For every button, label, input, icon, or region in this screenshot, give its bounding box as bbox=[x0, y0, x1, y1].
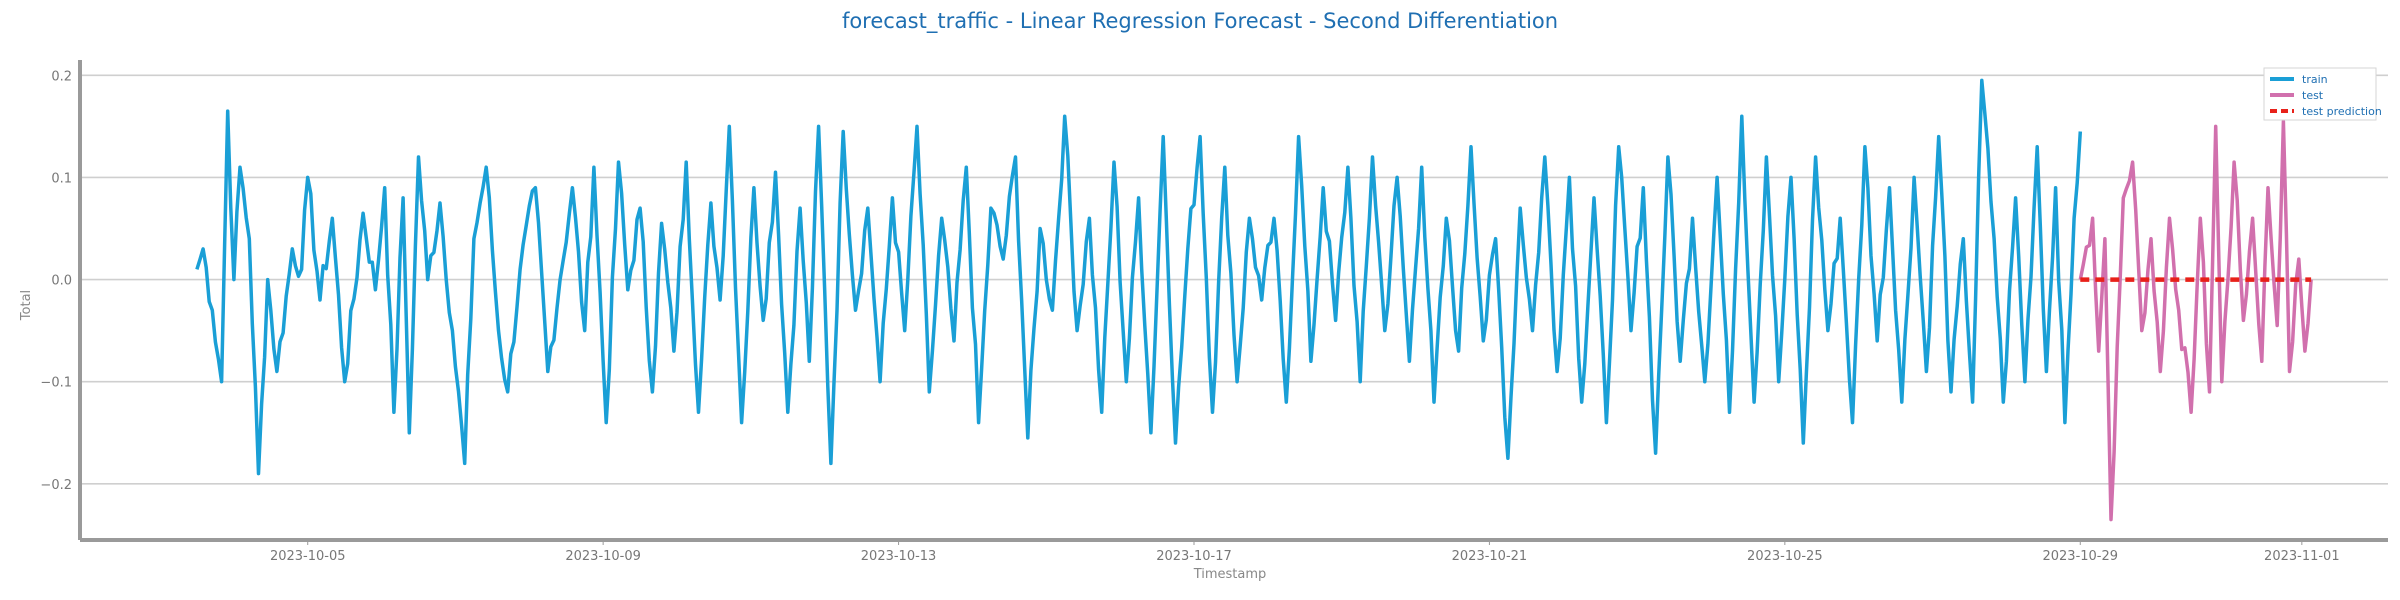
y-tick-labels: −0.2 −0.1 0.0 0.1 0.2 bbox=[40, 69, 72, 493]
chart-title: forecast_traffic - Linear Regression For… bbox=[842, 9, 1558, 34]
legend-label-train: train bbox=[2302, 73, 2328, 86]
legend-label-test-prediction: test prediction bbox=[2302, 105, 2382, 118]
legend: train test test prediction bbox=[2263, 67, 2382, 121]
x-tick-label: 2023-10-25 bbox=[1747, 549, 1823, 564]
x-tick-label: 2023-10-21 bbox=[1452, 549, 1528, 564]
y-tick-label: −0.2 bbox=[40, 478, 72, 493]
x-tick-label: 2023-10-29 bbox=[2042, 549, 2118, 564]
x-tick-label: 2023-10-17 bbox=[1156, 549, 1232, 564]
x-tick-label: 2023-11-01 bbox=[2264, 549, 2340, 564]
y-tick-label: 0.1 bbox=[51, 171, 72, 186]
y-tick-label: −0.1 bbox=[40, 376, 72, 391]
y-tick-label: 0.2 bbox=[51, 69, 72, 84]
series-lines bbox=[195, 78, 2313, 522]
series-line-test bbox=[2078, 119, 2313, 522]
x-tick-label: 2023-10-09 bbox=[565, 549, 641, 564]
series-line-train bbox=[195, 78, 2083, 476]
legend-label-test: test bbox=[2302, 89, 2324, 102]
x-tick-label: 2023-10-05 bbox=[270, 549, 346, 564]
y-tick-label: 0.0 bbox=[51, 274, 72, 289]
y-axis-title: Total bbox=[19, 290, 34, 321]
x-tick-labels: 2023-10-05 2023-10-09 2023-10-13 2023-10-17… bbox=[270, 540, 2340, 564]
x-tick-label: 2023-10-13 bbox=[861, 549, 937, 564]
x-axis-title: Timestamp bbox=[1193, 567, 1267, 582]
